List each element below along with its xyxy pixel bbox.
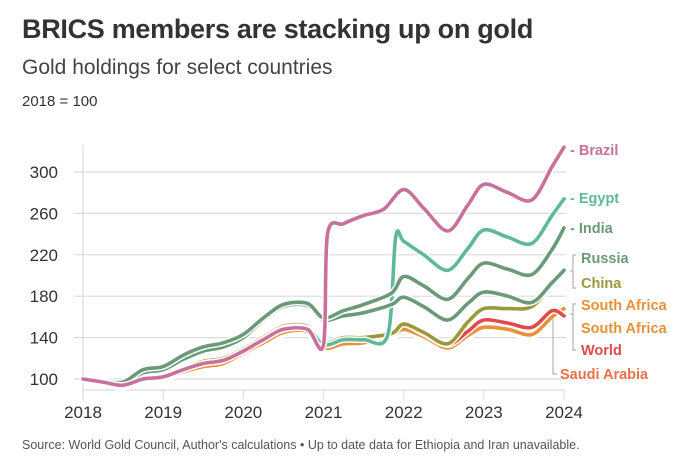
series-label-world: World: [581, 343, 622, 359]
chart-subtitle: Gold holdings for select countries: [22, 56, 333, 79]
series-line-brazil: [81, 145, 566, 388]
series-label-brazil: - Brazil: [570, 143, 618, 159]
series-lines: [79, 143, 568, 391]
y-tick-label: 220: [30, 246, 58, 265]
x-tick-label: 2019: [144, 403, 182, 422]
y-tick-label: 100: [30, 370, 58, 389]
y-tick-label: 140: [30, 329, 58, 348]
source-note: Source: World Gold Council, Author's cal…: [22, 438, 580, 452]
series-label-russia: Russia: [581, 251, 629, 267]
series-label-china: China: [581, 276, 622, 292]
axes: 100 140 180 220 260 300 2018 2019 2020 2021 2022 20…: [30, 145, 583, 422]
y-tick-label: 300: [30, 163, 58, 182]
y-tick-label: 260: [30, 204, 58, 223]
connector-saudi-arabia: [552, 318, 557, 375]
x-tick-label: 2020: [224, 403, 262, 422]
y-tick-label: 180: [30, 287, 58, 306]
series-labels: Saudi Arabia South Africa South Africa Worl…: [552, 143, 668, 383]
x-tick-label: 2018: [64, 403, 102, 422]
series-label-south-africa-2: South Africa: [581, 321, 668, 337]
bracket-sa-world: [572, 303, 576, 351]
bracket-russia-china: [572, 254, 576, 289]
series-label-india: - India: [570, 221, 614, 237]
series-label-egypt: - Egypt: [570, 191, 619, 207]
units-note: 2018 = 100: [22, 93, 98, 110]
series-label-saudi-arabia: Saudi Arabia: [560, 367, 649, 383]
chart-title: BRICS members are stacking up on gold: [22, 14, 534, 44]
x-tick-label: 2024: [545, 403, 583, 422]
x-tick-label: 2021: [305, 403, 343, 422]
x-tick-label: 2023: [465, 403, 503, 422]
series-label-south-africa-1: South Africa: [581, 298, 668, 314]
x-tick-label: 2022: [385, 403, 423, 422]
